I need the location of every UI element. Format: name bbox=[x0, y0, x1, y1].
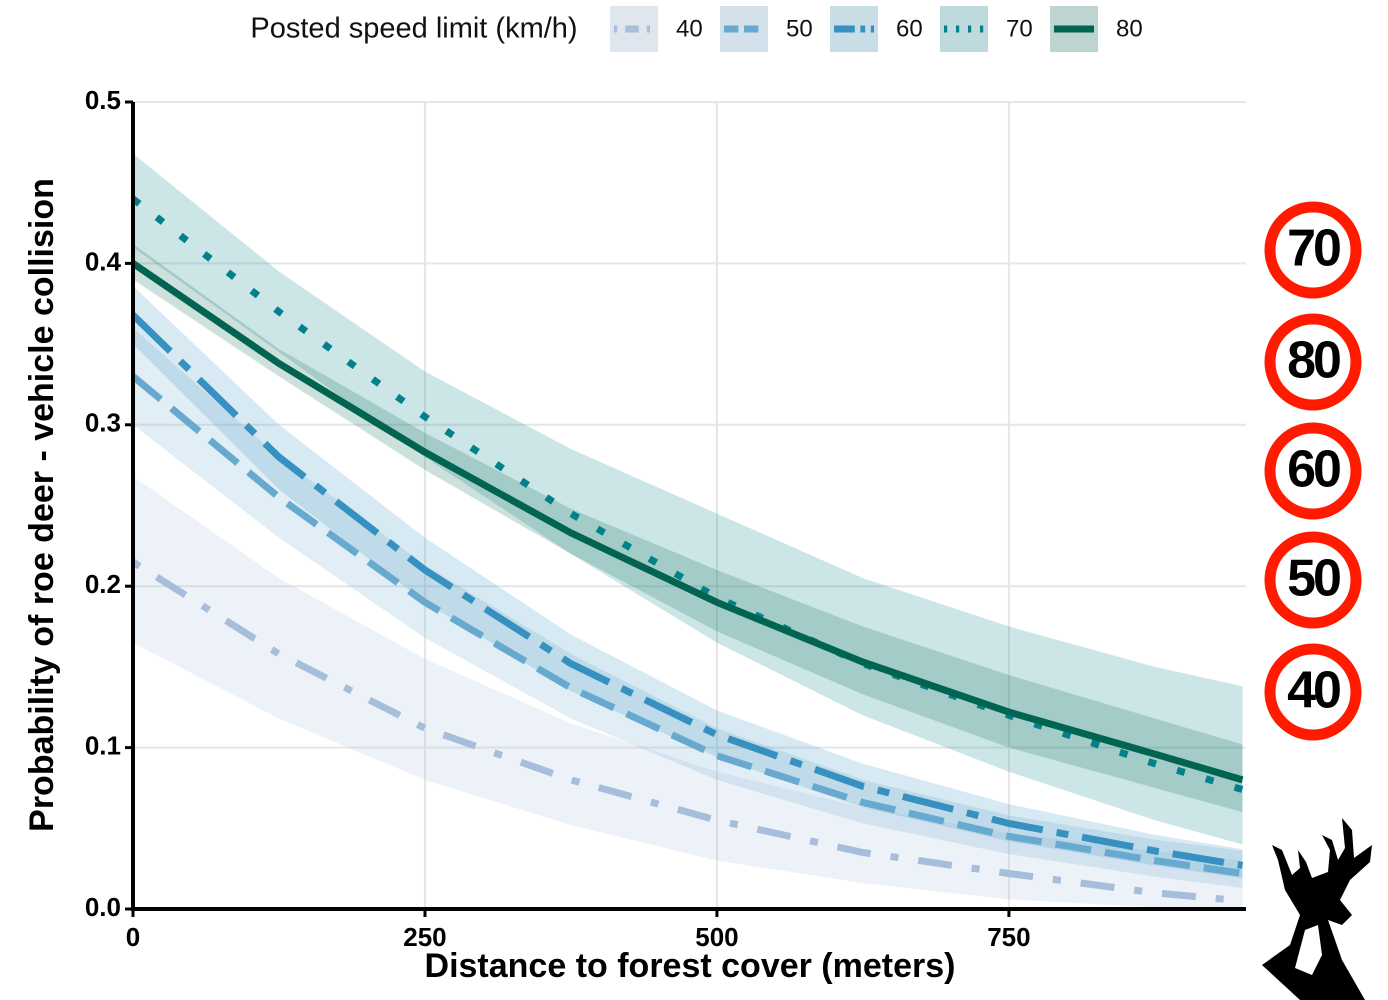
legend-label: 50 bbox=[786, 15, 813, 42]
legend-title: Posted speed limit (km/h) bbox=[250, 13, 577, 45]
speed-sign bbox=[1264, 643, 1362, 741]
x-tick-label: 0 bbox=[126, 922, 140, 952]
confidence-band bbox=[133, 244, 1243, 813]
speed-sign-label: 50 bbox=[1287, 550, 1340, 608]
speed-sign bbox=[1264, 422, 1362, 520]
speed-sign-label: 60 bbox=[1287, 441, 1340, 499]
y-axis-label: Probability of roe deer - vehicle collis… bbox=[23, 178, 61, 832]
series-line bbox=[130, 373, 1244, 877]
series-line bbox=[131, 260, 1244, 784]
series-line bbox=[130, 196, 1244, 793]
confidence-band bbox=[133, 476, 1243, 909]
x-tick-label: 250 bbox=[403, 922, 446, 952]
speed-sign-label: 40 bbox=[1287, 662, 1340, 720]
y-tick-label: 0.4 bbox=[85, 246, 122, 276]
confidence-band bbox=[133, 153, 1243, 845]
speed-sign bbox=[1264, 313, 1362, 411]
y-tick-label: 0.5 bbox=[85, 85, 121, 115]
speed-sign bbox=[1264, 201, 1362, 299]
deer-icon bbox=[1262, 818, 1372, 1000]
y-tick-label: 0.3 bbox=[85, 408, 121, 438]
x-tick-label: 750 bbox=[987, 922, 1030, 952]
y-tick-label: 0.2 bbox=[85, 569, 121, 599]
legend-label: 80 bbox=[1116, 15, 1143, 42]
legend-label: 40 bbox=[676, 15, 703, 42]
y-tick-label: 0.0 bbox=[85, 892, 121, 922]
x-axis-label: Distance to forest cover (meters) bbox=[425, 947, 956, 985]
legend-label: 60 bbox=[896, 15, 923, 42]
speed-sign-label: 80 bbox=[1287, 332, 1340, 390]
speed-sign-label: 70 bbox=[1287, 220, 1340, 278]
series-line bbox=[130, 312, 1244, 869]
legend-label: 70 bbox=[1006, 15, 1033, 42]
series-line bbox=[131, 559, 1243, 905]
speed-sign bbox=[1264, 531, 1362, 629]
y-tick-label: 0.1 bbox=[85, 730, 121, 760]
x-tick-label: 500 bbox=[695, 922, 738, 952]
